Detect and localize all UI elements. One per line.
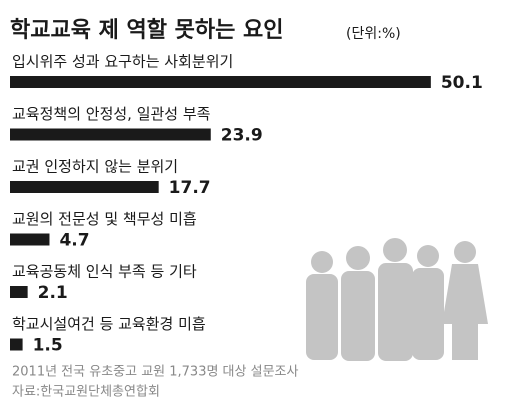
note: 2011년 전국 유초중고 교원 1,733명 대상 설문조사 [12,365,298,380]
value-label: 1.5 [33,336,63,356]
category-label: 교원의 전문성 및 책무성 미흡 [12,210,197,228]
chart-title: 학교교육 제 역할 못하는 요인 [10,18,284,43]
category-label: 학교시설여건 등 교육환경 미흡 [12,315,206,333]
value-label: 4.7 [59,231,89,251]
bar [10,181,159,193]
silhouettes [306,238,488,361]
value-label: 50.1 [441,73,483,93]
note: 자료:한국교원단체총연합회 [12,385,160,400]
value-label: 2.1 [38,283,68,303]
bar [10,76,431,88]
bar [10,338,23,351]
category-label: 입시위주 성과 요구하는 사회분위기 [12,53,233,71]
bar [10,286,28,298]
category-label: 교육정책의 안정성, 일관성 부족 [12,105,211,123]
category-label: 교육공동체 인식 부족 등 기타 [12,263,197,281]
unit: (단위:%) [346,26,401,42]
value-label: 17.7 [169,178,211,198]
bar [10,233,50,246]
bar [10,128,211,141]
value-label: 23.9 [221,126,263,146]
category-label: 교권 인정하지 않는 분위기 [12,158,178,176]
